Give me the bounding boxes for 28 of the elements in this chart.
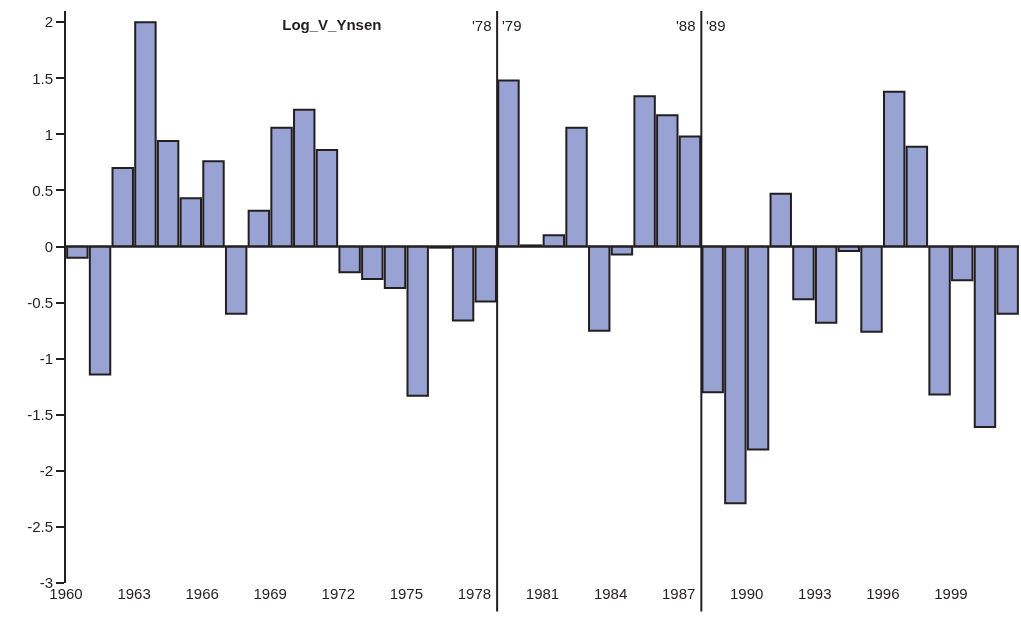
y-tick-label: -2.5 — [27, 518, 53, 536]
y-tick-label: -0.5 — [27, 293, 53, 311]
y-tick-label: 0.5 — [32, 181, 53, 199]
x-tick-label: 1978 — [457, 585, 492, 602]
y-tick-label: 2 — [44, 13, 53, 31]
y-tick-label: -2 — [39, 462, 53, 480]
annotation: '88 — [676, 17, 696, 34]
x-tick-label: 1972 — [321, 585, 355, 602]
x-tick-label: 1993 — [798, 585, 832, 602]
annotation: '78 — [472, 17, 492, 34]
y-tick-label: 0 — [44, 237, 53, 255]
chart-title: Log_V_Ynsen — [282, 16, 382, 34]
x-tick-label: 1996 — [866, 585, 900, 602]
x-tick-label: 1999 — [934, 585, 968, 602]
x-tick-label: 1966 — [185, 585, 219, 602]
y-tick-label: -1.5 — [27, 406, 53, 424]
x-tick-label: 1963 — [117, 585, 151, 602]
x-tick-label: 1984 — [593, 585, 628, 602]
y-tick-label: 1.5 — [32, 69, 53, 87]
y-tick-label: 1 — [44, 125, 53, 143]
y-tick-label: -1 — [39, 349, 53, 367]
x-tick-label: 1975 — [389, 585, 424, 602]
x-tick-label: 1987 — [661, 585, 696, 602]
x-tick-label: 1990 — [730, 585, 764, 602]
annotation: '79 — [502, 17, 522, 34]
annotation: '89 — [706, 17, 726, 34]
x-tick-label: 1969 — [253, 585, 287, 602]
x-tick-label: 1981 — [525, 585, 560, 602]
